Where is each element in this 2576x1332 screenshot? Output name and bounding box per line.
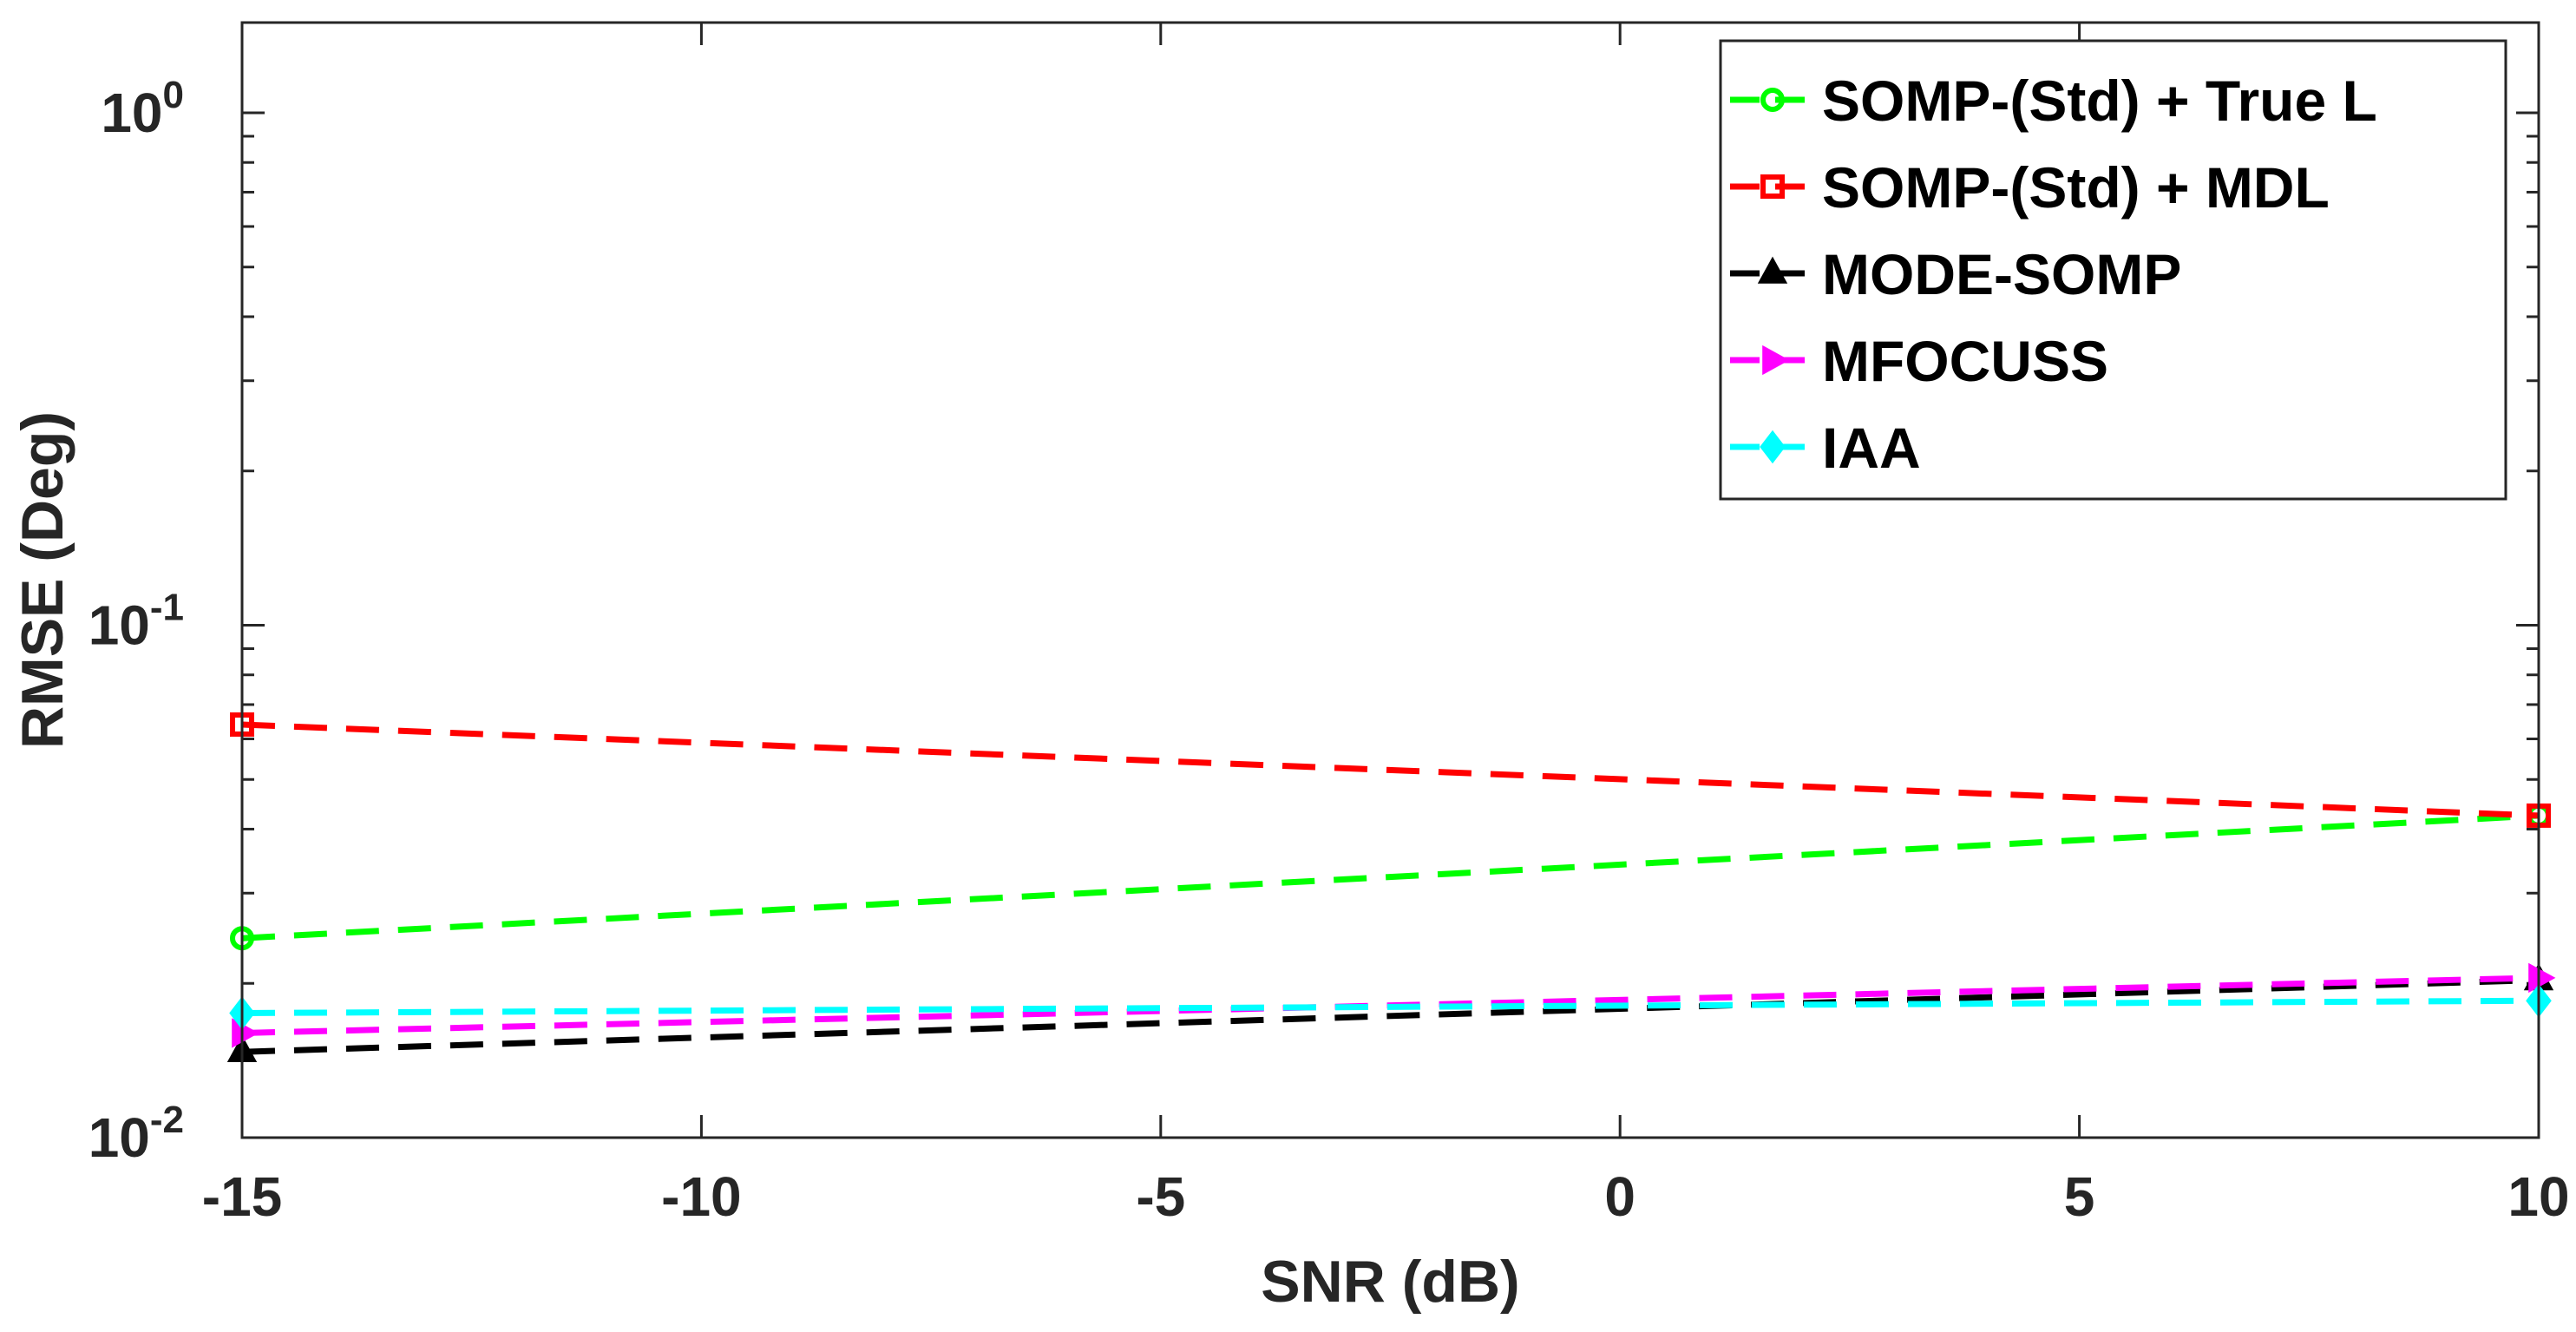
x-axis-label: SNR (dB) [1261,1249,1519,1315]
legend-label: MFOCUSS [1822,329,2108,393]
data-point [2528,962,2556,994]
x-tick-label: -10 [661,1165,742,1228]
legend-entry: IAA [1730,416,1921,480]
legend-marker [1757,256,1788,284]
x-tick-label: 10 [2507,1165,2569,1228]
y-tick-label-exponent: -1 [150,586,184,628]
legend-entry: SOMP-(Std) + True L [1730,69,2377,133]
legend-box [1719,39,2507,501]
y-tick-label-exponent: 0 [163,74,184,116]
data-point [232,1018,259,1048]
x-tick-label: -15 [202,1165,283,1228]
axes-box [240,21,2540,1139]
y-tick-label: 10-2 [88,1099,184,1169]
legend: SOMP-(Std) + True L SOMP-(Std) + MDL MODE-… [1719,39,2507,501]
series-line [241,812,2540,942]
x-tick-label: -5 [1136,1165,1185,1228]
plot-frame [240,21,2540,1139]
legend-entry: SOMP-(Std) + MDL [1730,155,2330,220]
y-tick-label: 10-1 [88,586,184,656]
series-layer [226,712,2556,1062]
y-tick-label-exponent: -2 [150,1099,184,1141]
legend-label: SOMP-(Std) + MDL [1822,155,2330,220]
legend-marker [1762,344,1790,376]
x-tick-label: 5 [2064,1165,2095,1228]
series-line [241,976,2540,1055]
y-tick-label-base: 10 [101,82,162,144]
legend-label: SOMP-(Std) + True L [1822,69,2377,133]
legend-entry: MODE-SOMP [1730,242,2181,306]
legend-marker [1760,430,1786,464]
series-line [241,721,2540,819]
legend-marker [1760,174,1785,199]
legend-label: IAA [1822,416,1921,480]
legend-label: MODE-SOMP [1822,242,2181,306]
series-line [241,997,2540,1016]
y-axis-label: RMSE (Deg) [10,411,75,749]
y-tick-label-base: 10 [88,1106,150,1169]
legend-marker [1760,88,1785,112]
y-tick-label: 100 [101,74,184,144]
y-tick-label-base: 10 [88,594,150,656]
x-tick-label: 0 [1604,1165,1635,1228]
legend-entry: MFOCUSS [1730,329,2108,393]
